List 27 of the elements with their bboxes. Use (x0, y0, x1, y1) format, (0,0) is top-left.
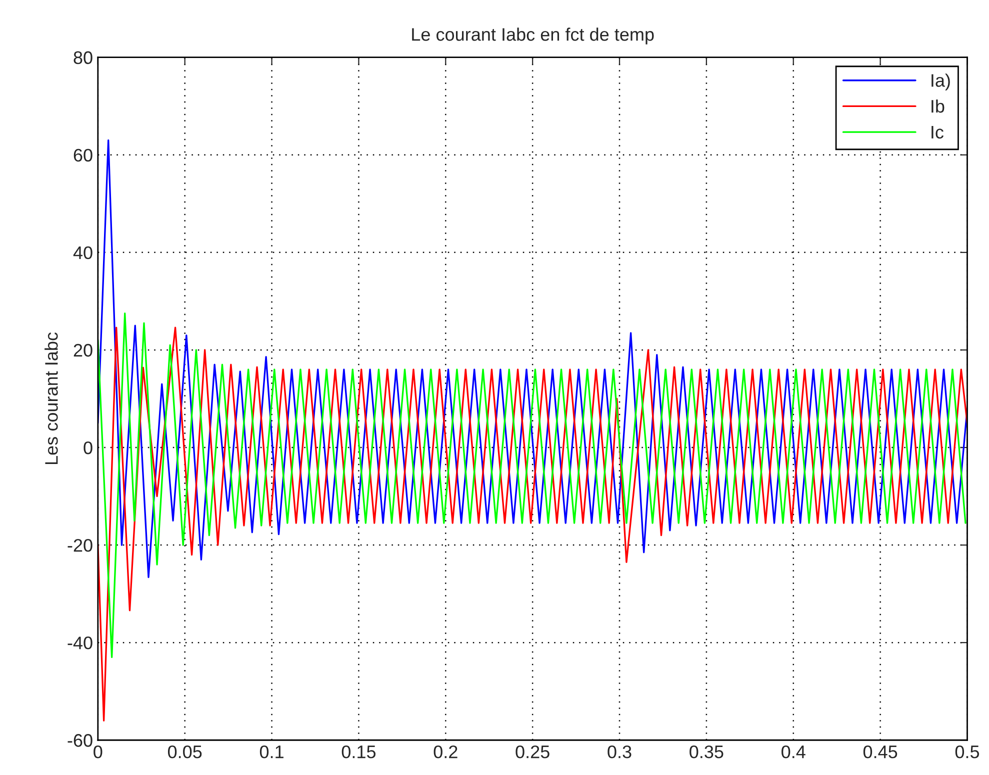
x-tick-label: 0.45 (863, 745, 898, 758)
x-tick-label: 0 (94, 745, 102, 758)
x-tick-label: 0.05 (168, 745, 202, 758)
line-series (98, 312, 966, 658)
legend-label: Ic (932, 126, 944, 139)
x-tick-label: 0.35 (690, 745, 724, 758)
x-tick-label: 0.25 (516, 745, 550, 758)
y-tick-label: 60 (74, 148, 92, 162)
x-tick-label: 0.4 (782, 745, 806, 758)
y-axis-title: Les courant Iabc (44, 332, 58, 464)
x-tick-label: 0.3 (608, 745, 632, 758)
y-tick-label: -60 (68, 734, 92, 747)
x-tick-label: 0.2 (434, 745, 458, 758)
y-tick-label: -40 (68, 636, 92, 650)
y-tick-label: 80 (74, 51, 92, 64)
y-tick-label: 40 (73, 246, 92, 260)
x-tick-label: 0.1 (260, 745, 284, 758)
legend-label: Ia) (932, 74, 950, 90)
line-series (98, 139, 968, 578)
legend-label: Ib (932, 99, 944, 113)
y-tick-label: -20 (68, 538, 92, 552)
chart-title: Le courant Iabc en fct de temp (412, 28, 654, 44)
line-series (98, 326, 968, 722)
y-tick-label: 0 (84, 441, 92, 454)
x-tick-label: 0.15 (342, 745, 376, 758)
y-tick-label: 20 (74, 344, 92, 357)
x-tick-label: 0.5 (955, 745, 980, 758)
